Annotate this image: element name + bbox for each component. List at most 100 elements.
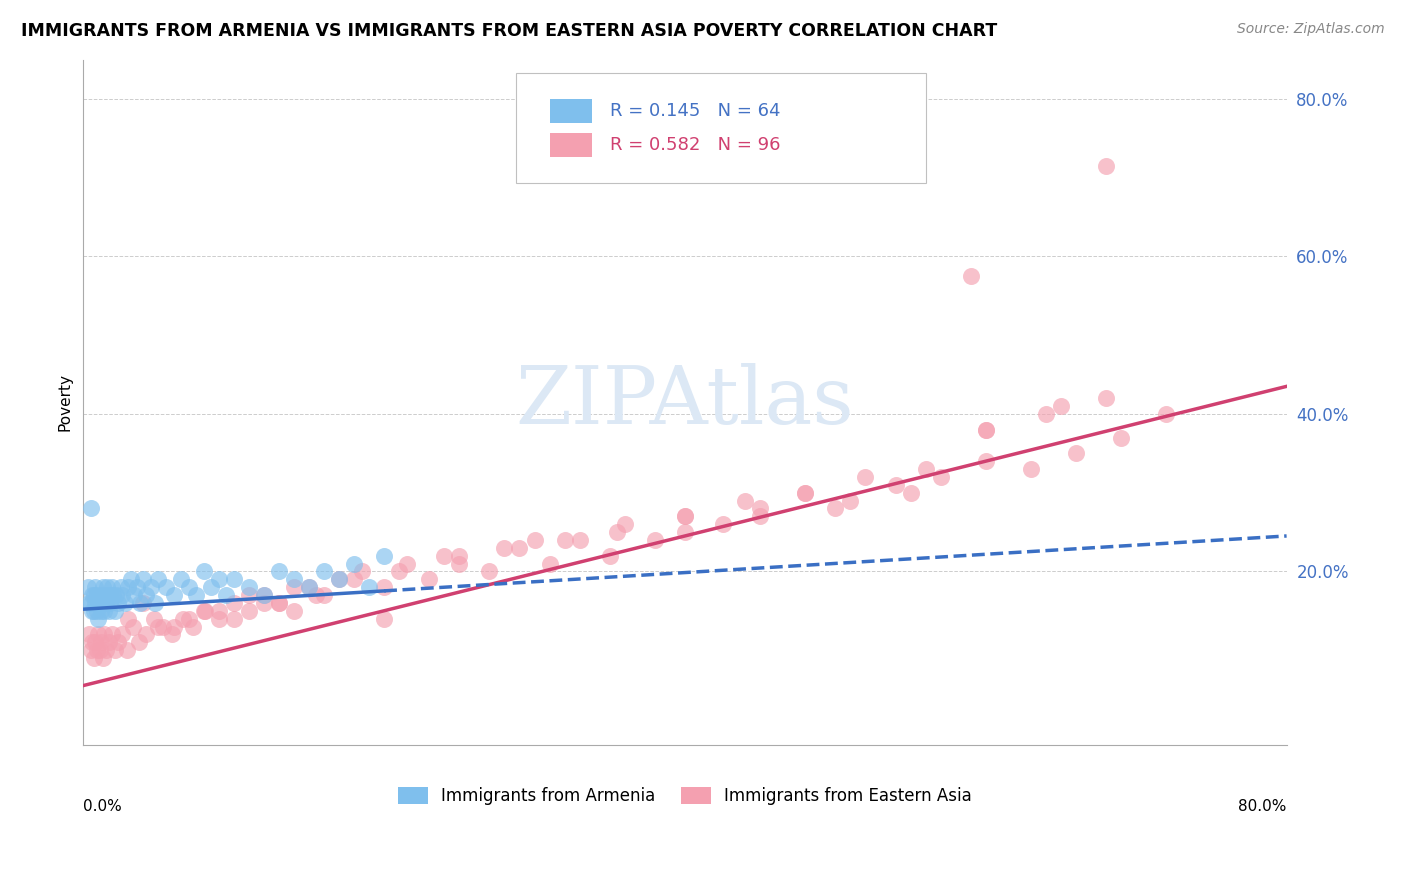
Point	[253, 588, 276, 602]
Point	[839, 493, 862, 508]
Point	[90, 588, 112, 602]
Point	[914, 462, 936, 476]
Point	[82, 588, 104, 602]
Point	[152, 619, 174, 633]
Point	[208, 604, 231, 618]
Y-axis label: Poverty: Poverty	[58, 373, 72, 431]
Point	[222, 596, 245, 610]
Point	[111, 627, 134, 641]
Point	[974, 454, 997, 468]
Point	[222, 572, 245, 586]
Point	[298, 580, 321, 594]
Point	[1154, 407, 1177, 421]
Point	[298, 580, 321, 594]
Point	[283, 604, 305, 618]
Point	[90, 635, 112, 649]
Point	[193, 604, 215, 618]
Point	[135, 588, 157, 602]
Point	[884, 477, 907, 491]
FancyBboxPatch shape	[550, 133, 592, 157]
Point	[1109, 431, 1132, 445]
Point	[103, 588, 125, 602]
Point	[114, 596, 136, 610]
Point	[1064, 446, 1087, 460]
Point	[373, 549, 395, 563]
Point	[135, 627, 157, 641]
Point	[124, 588, 146, 602]
Point	[267, 565, 290, 579]
Point	[160, 627, 183, 641]
Point	[1095, 391, 1118, 405]
Point	[91, 580, 114, 594]
Point	[87, 596, 110, 610]
Text: R = 0.145   N = 64: R = 0.145 N = 64	[610, 102, 780, 120]
Point	[974, 423, 997, 437]
Point	[90, 604, 112, 618]
Point	[76, 580, 98, 594]
Point	[373, 580, 395, 594]
Point	[193, 565, 215, 579]
Point	[94, 596, 117, 610]
Point	[283, 580, 305, 594]
Point	[84, 580, 107, 594]
Point	[824, 501, 846, 516]
Point	[478, 565, 501, 579]
Point	[328, 572, 350, 586]
Point	[200, 580, 222, 594]
Point	[98, 588, 121, 602]
Point	[110, 580, 132, 594]
Point	[238, 580, 260, 594]
Point	[83, 604, 105, 618]
Point	[181, 619, 204, 633]
Point	[80, 501, 103, 516]
Point	[184, 588, 207, 602]
FancyBboxPatch shape	[550, 99, 592, 123]
Point	[711, 517, 734, 532]
Point	[89, 596, 111, 610]
Text: Source: ZipAtlas.com: Source: ZipAtlas.com	[1237, 22, 1385, 37]
Point	[128, 635, 150, 649]
Point	[734, 493, 756, 508]
Point	[96, 580, 118, 594]
Point	[794, 485, 817, 500]
Point	[117, 612, 139, 626]
Point	[170, 572, 193, 586]
Point	[554, 533, 576, 547]
Point	[1035, 407, 1057, 421]
Point	[238, 604, 260, 618]
Point	[929, 470, 952, 484]
Point	[111, 588, 134, 602]
Point	[305, 588, 328, 602]
Point	[283, 572, 305, 586]
Point	[86, 588, 108, 602]
Point	[115, 643, 138, 657]
Point	[974, 423, 997, 437]
Point	[238, 588, 260, 602]
Point	[172, 612, 194, 626]
Point	[87, 627, 110, 641]
Point	[107, 596, 129, 610]
Point	[373, 612, 395, 626]
Point	[673, 509, 696, 524]
Point	[80, 596, 103, 610]
Point	[194, 604, 217, 618]
Point	[145, 596, 167, 610]
Point	[328, 572, 350, 586]
Point	[359, 580, 381, 594]
Point	[494, 541, 516, 555]
Point	[83, 588, 105, 602]
Point	[855, 470, 877, 484]
Point	[613, 517, 636, 532]
Point	[523, 533, 546, 547]
Text: 80.0%: 80.0%	[1239, 799, 1286, 814]
Point	[82, 604, 104, 618]
Point	[959, 269, 981, 284]
Point	[104, 643, 127, 657]
Point	[84, 596, 107, 610]
Point	[84, 635, 107, 649]
Point	[222, 612, 245, 626]
Point	[253, 596, 276, 610]
Point	[208, 572, 231, 586]
Point	[93, 627, 115, 641]
Text: 0.0%: 0.0%	[83, 799, 122, 814]
